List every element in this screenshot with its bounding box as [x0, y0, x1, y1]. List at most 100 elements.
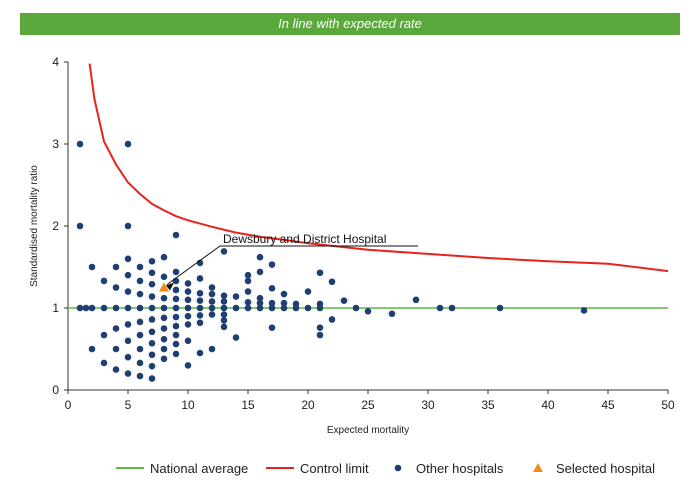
other-hospital-point	[196, 304, 204, 312]
other-hospital-point	[160, 325, 168, 332]
other-hospital-point	[124, 337, 132, 345]
other-hospital-point	[280, 299, 288, 307]
x-tick-label: 45	[601, 398, 615, 412]
other-hospital-point	[112, 284, 120, 291]
other-hospital-point	[160, 335, 168, 343]
other-hospital-point	[316, 269, 324, 277]
other-hospital-point	[124, 370, 132, 377]
other-hospital-point	[208, 304, 216, 312]
other-hospital-point	[112, 263, 120, 271]
other-hospital-point	[208, 290, 216, 298]
other-hospital-point	[232, 334, 240, 341]
other-hospital-point	[196, 312, 204, 319]
other-hospital-point	[256, 294, 264, 302]
selected-hospital-annotation: Dewsbury and District Hospital	[223, 232, 386, 246]
other-hospital-point	[76, 222, 84, 230]
other-hospital-point	[124, 321, 132, 328]
legend-control-limit-label: Control limit	[300, 461, 369, 476]
other-hospital-point	[412, 296, 420, 304]
other-hospital-point	[184, 296, 192, 304]
other-hospital-point	[184, 337, 192, 345]
other-hospital-point	[172, 231, 180, 239]
y-axis-label: Standardised mortality ratio	[29, 165, 40, 287]
other-hospital-point	[220, 323, 228, 331]
other-hospital-point	[172, 322, 180, 330]
y-tick-label: 3	[52, 137, 59, 151]
other-hospital-point	[136, 345, 144, 353]
other-hospital-point	[124, 304, 132, 312]
other-hospital-point	[292, 300, 300, 308]
other-hospital-point	[148, 280, 156, 288]
legend-other-hospitals-label: Other hospitals	[416, 461, 504, 476]
other-hospital-point	[184, 280, 192, 287]
other-hospital-point	[136, 318, 144, 326]
y-tick-label: 2	[52, 219, 59, 233]
other-hospital-point	[184, 312, 192, 320]
other-hospital-point	[76, 140, 84, 148]
other-hospital-point	[244, 304, 252, 312]
other-hospital-point	[136, 277, 144, 285]
other-hospital-point	[160, 355, 168, 363]
other-hospital-point	[244, 271, 252, 279]
x-tick-label: 30	[421, 398, 435, 412]
other-hospital-point	[436, 304, 444, 312]
other-hospital-point	[100, 304, 108, 312]
other-hospital-point	[136, 372, 144, 380]
other-hospital-point	[136, 331, 144, 339]
other-hospital-point	[268, 304, 276, 312]
other-hospital-point	[244, 277, 252, 285]
annotation-leader	[166, 245, 221, 285]
other-hospital-point	[448, 304, 456, 312]
other-hospital-point	[220, 311, 228, 318]
other-hospital-point	[172, 295, 180, 303]
other-hospital-point	[496, 304, 504, 312]
other-hospital-point	[208, 298, 216, 305]
other-hospital-point	[172, 304, 180, 312]
y-tick-label: 0	[52, 383, 59, 397]
other-hospital-point	[172, 331, 180, 339]
other-hospital-point	[160, 273, 168, 281]
other-hospital-point	[136, 290, 144, 298]
other-hospital-point	[136, 304, 144, 312]
other-hospital-point	[124, 353, 132, 361]
legend-national-average-label: National average	[150, 461, 248, 476]
x-tick-label: 15	[241, 398, 255, 412]
other-hospital-point	[136, 359, 144, 367]
other-hospital-point	[268, 299, 276, 307]
other-hospital-point	[580, 307, 588, 314]
other-hospital-point	[328, 316, 336, 323]
other-hospital-point	[244, 298, 252, 306]
other-hospital-point	[196, 275, 204, 282]
other-hospital-point	[148, 351, 156, 359]
other-hospital-point	[196, 349, 204, 357]
other-hospital-point	[208, 284, 216, 291]
other-hospital-point	[88, 345, 96, 353]
other-hospital-point	[124, 255, 132, 263]
other-hospital-point	[112, 325, 120, 332]
other-hospital-point	[220, 248, 228, 255]
other-hospital-point	[208, 345, 216, 353]
other-hospital-point	[220, 292, 228, 300]
other-hospital-point	[148, 257, 156, 265]
legend-selected-hospital-label: Selected hospital	[556, 461, 655, 476]
other-hospital-point	[232, 293, 240, 300]
other-hospital-point	[388, 310, 396, 318]
selected-hospital-point	[159, 282, 169, 292]
other-hospital-point	[172, 313, 180, 321]
other-hospital-point	[340, 297, 348, 304]
x-tick-label: 35	[481, 398, 495, 412]
other-hospital-point	[124, 288, 132, 295]
other-hospital-point	[112, 345, 120, 353]
other-hospital-point	[304, 288, 312, 295]
other-hospital-point	[112, 366, 120, 373]
x-tick-label: 40	[541, 398, 555, 412]
other-hospital-point	[100, 331, 108, 339]
y-tick-label: 4	[52, 55, 59, 69]
other-hospital-point	[82, 304, 90, 312]
other-hospital-point	[124, 140, 132, 148]
other-hospital-point	[172, 277, 180, 285]
other-hospital-point	[196, 297, 204, 304]
other-hospital-point	[160, 345, 168, 353]
other-hospital-point	[316, 300, 324, 308]
